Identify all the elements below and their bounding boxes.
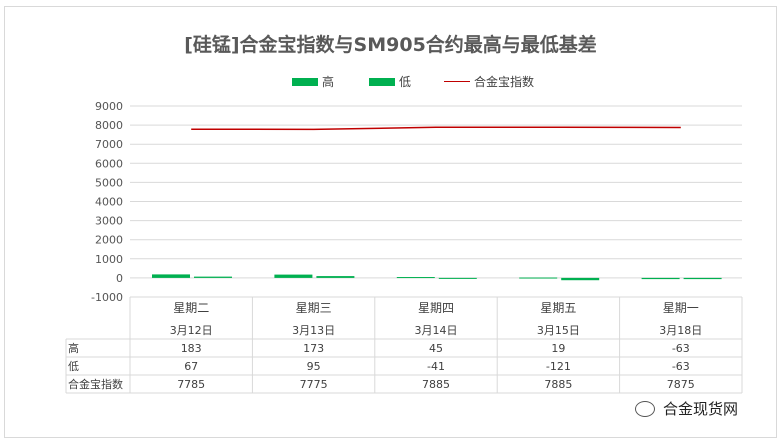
table-cell-2-4: 7875 — [667, 378, 695, 391]
bar-1-3 — [561, 277, 600, 281]
y-tick-label-6: 3000 — [95, 215, 123, 228]
bar-1-4 — [683, 277, 722, 280]
y-tick-label-3: 6000 — [95, 157, 123, 170]
y-tick-label-2: 7000 — [95, 138, 123, 151]
table-row-header-2: 合金宝指数 — [68, 377, 123, 391]
table-cell-0-0: 183 — [181, 342, 202, 355]
category-label-2: 星期四 — [418, 301, 454, 315]
category-label-4: 星期一 — [663, 301, 699, 315]
date-label-0: 3月12日 — [170, 324, 213, 337]
chart-title: [硅锰]合金宝指数与SM905合约最高与最低基差 — [184, 34, 597, 56]
category-label-3: 星期五 — [540, 301, 576, 315]
y-tick-label-10: -1000 — [91, 291, 123, 304]
date-label-1: 3月13日 — [292, 324, 335, 337]
table-row-header-1: 低 — [68, 360, 79, 373]
category-label-1: 星期三 — [296, 301, 332, 315]
bar-0-3 — [519, 277, 558, 279]
watermark: 合金现货网 — [635, 398, 738, 419]
table-cell-1-1: 95 — [307, 360, 321, 373]
chart-legend: 高 低 合金宝指数 — [0, 73, 781, 93]
y-tick-label-7: 2000 — [95, 234, 123, 247]
legend-item-high: 高 — [292, 73, 334, 90]
y-tick-label-9: 0 — [116, 272, 123, 285]
y-tick-label-4: 5000 — [95, 176, 123, 189]
bar-1-1 — [316, 276, 355, 278]
date-label-4: 3月18日 — [659, 324, 702, 337]
bar-0-2 — [396, 277, 435, 279]
legend-item-low: 低 — [369, 73, 411, 90]
table-cell-0-3: 19 — [551, 342, 565, 355]
table-cell-2-2: 7885 — [422, 378, 450, 391]
table-cell-2-1: 7775 — [300, 378, 328, 391]
table-cell-0-2: 45 — [429, 342, 443, 355]
legend-swatch-high — [292, 77, 318, 86]
table-cell-2-3: 7885 — [544, 378, 572, 391]
legend-swatch-index — [444, 81, 470, 82]
table-cell-0-4: -63 — [672, 342, 690, 355]
table-cell-2-0: 7785 — [177, 378, 205, 391]
legend-swatch-low — [369, 77, 395, 86]
legend-label-index: 合金宝指数 — [474, 75, 535, 89]
legend-label-high: 高 — [322, 75, 335, 89]
chart-frame — [4, 6, 777, 438]
legend-item-index: 合金宝指数 — [444, 73, 534, 90]
bar-1-2 — [438, 277, 477, 279]
bar-0-0 — [152, 274, 190, 278]
table-cell-1-4: -63 — [672, 360, 690, 373]
category-label-0: 星期二 — [173, 301, 209, 315]
watermark-text: 合金现货网 — [663, 400, 739, 418]
bar-1-0 — [194, 276, 232, 278]
table-row-header-0: 高 — [68, 341, 79, 355]
table-cell-1-0: 67 — [184, 360, 198, 373]
table-cell-0-1: 173 — [303, 342, 324, 355]
date-label-2: 3月14日 — [415, 324, 458, 337]
table-cell-1-2: -41 — [427, 360, 445, 373]
line-series-index — [191, 126, 681, 131]
y-tick-label-0: 9000 — [95, 100, 123, 113]
table-cell-1-3: -121 — [546, 360, 571, 373]
bar-0-1 — [274, 274, 313, 278]
date-label-3: 3月15日 — [537, 324, 580, 337]
wechat-icon — [635, 400, 655, 417]
y-tick-label-1: 8000 — [95, 119, 123, 132]
y-tick-label-5: 4000 — [95, 196, 123, 209]
legend-label-low: 低 — [399, 75, 412, 89]
y-tick-label-8: 1000 — [95, 253, 123, 266]
bar-0-4 — [641, 277, 680, 280]
